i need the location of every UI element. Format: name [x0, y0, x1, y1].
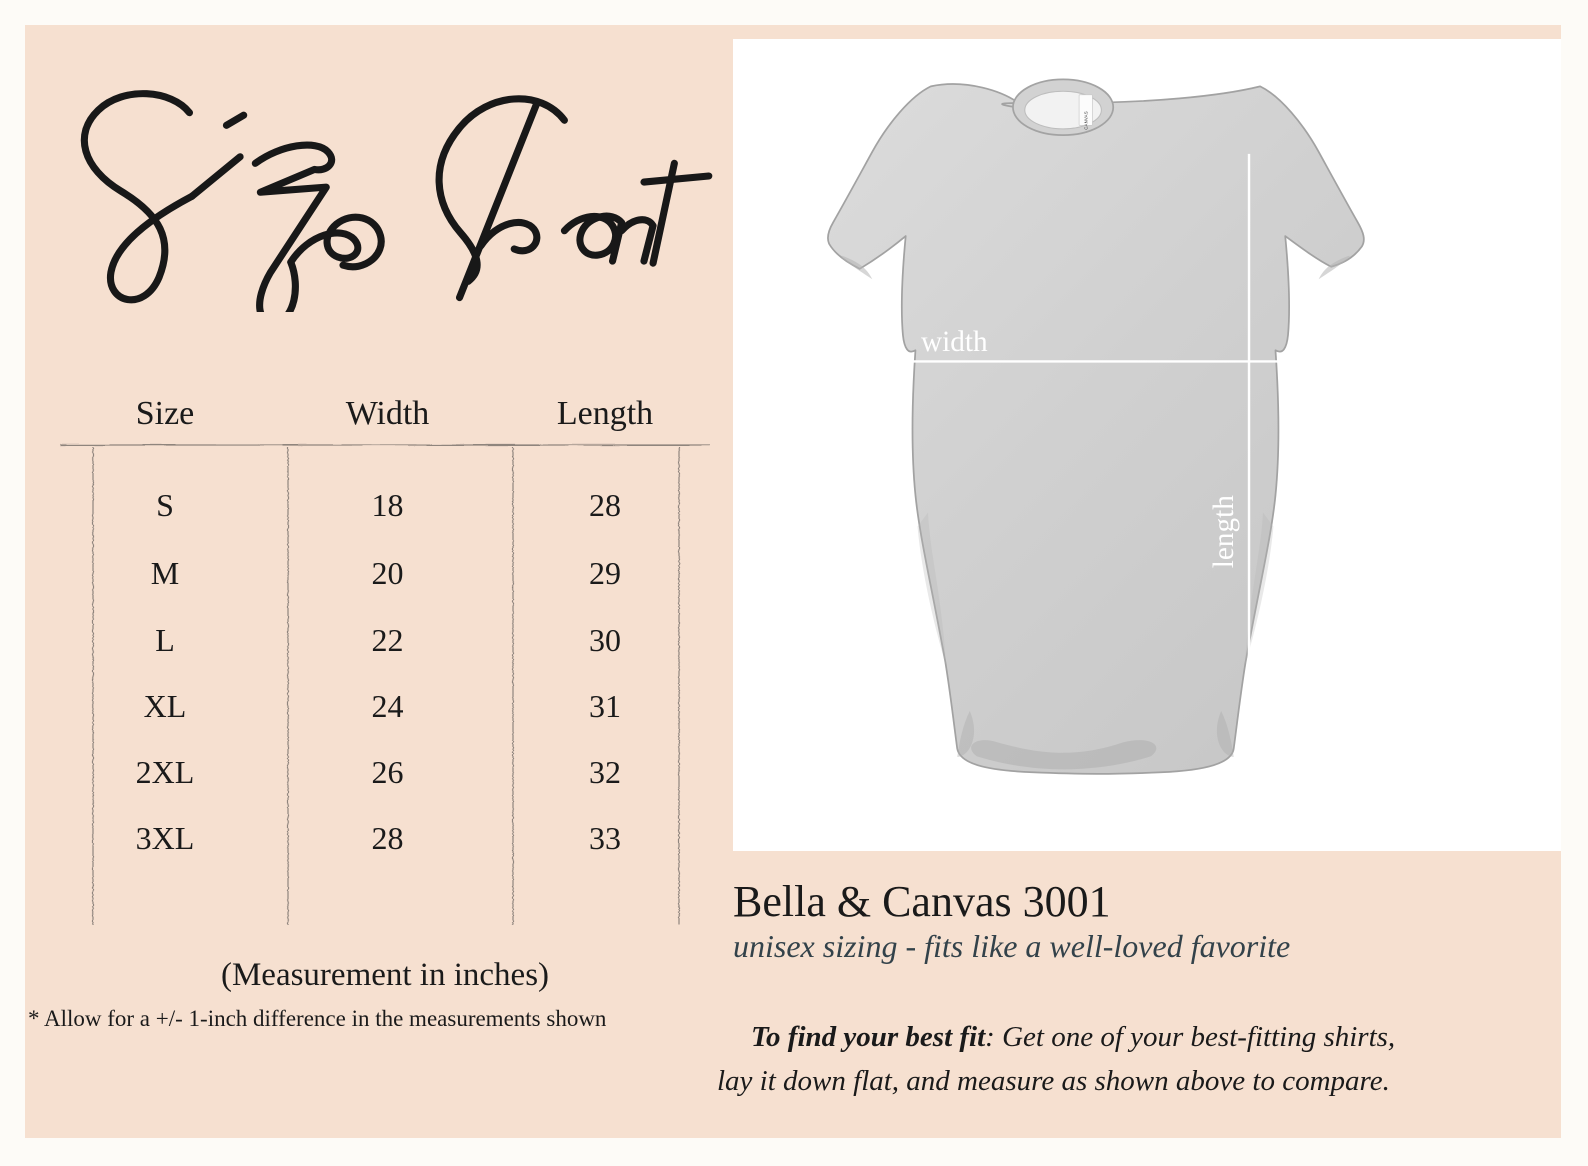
svg-text:CANVAS: CANVAS	[1083, 111, 1088, 130]
svg-text:width: width	[921, 326, 988, 358]
svg-text:length: length	[1208, 495, 1240, 568]
